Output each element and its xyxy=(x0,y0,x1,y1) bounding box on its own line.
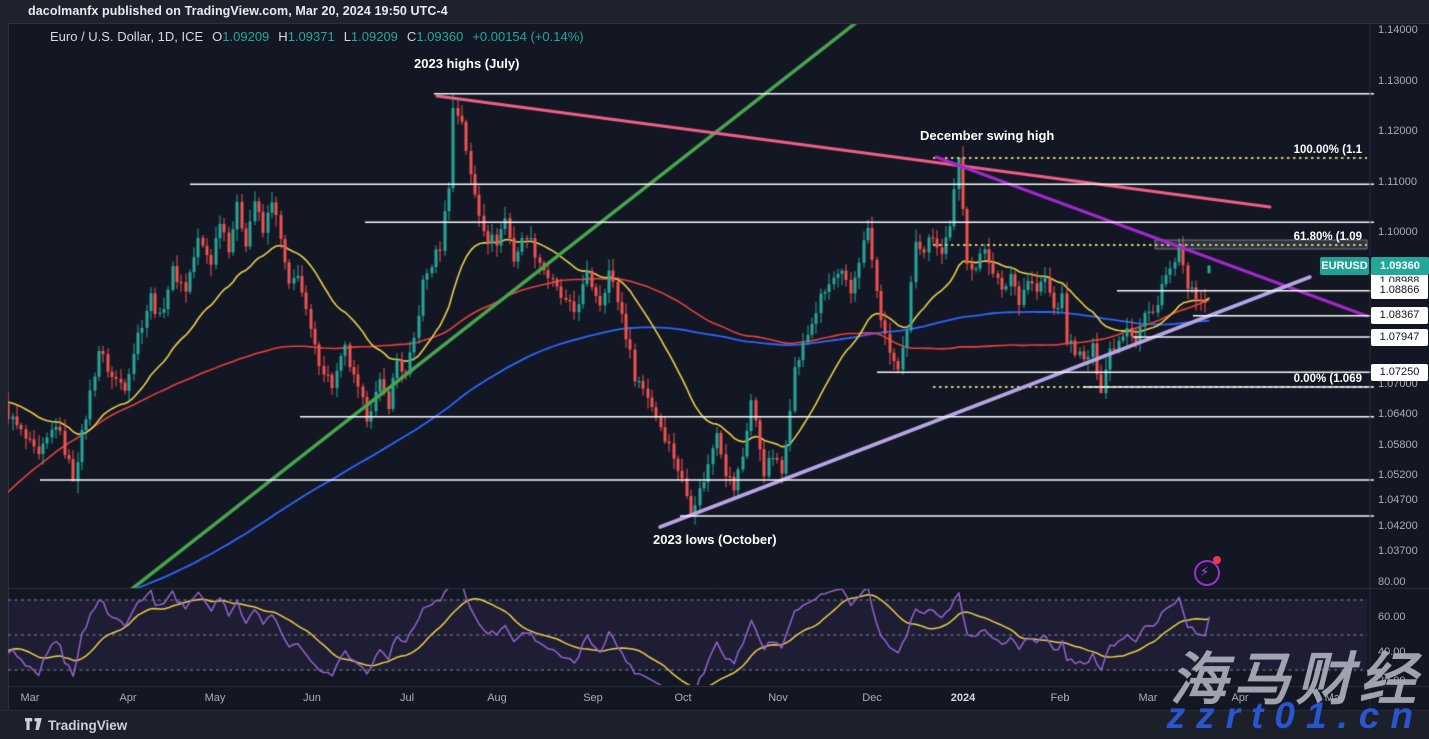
watermark-site-url: zzrt01.cn xyxy=(1166,695,1424,736)
price-axis-tick: 1.12000 xyxy=(1378,125,1418,138)
close-label: C xyxy=(406,29,417,44)
time-axis-tick: Sep xyxy=(583,692,603,704)
flash-badge-icon[interactable]: ⚡ xyxy=(1194,556,1221,586)
current-price-symbol-tag: EURUSD xyxy=(1320,256,1369,275)
price-axis-tick: 1.13000 xyxy=(1378,74,1418,87)
tradingview-logo[interactable]: TradingView xyxy=(25,718,127,733)
price-axis-tick: 1.06400 xyxy=(1378,408,1418,421)
price-axis-tick: 1.05200 xyxy=(1378,469,1418,482)
time-axis-tick: Apr xyxy=(1231,692,1249,704)
symbol-legend: Euro / U.S. Dollar, 1D, ICE O1.09209 H1.09… xyxy=(50,29,584,44)
time-axis-tick: Aug xyxy=(487,692,507,704)
footer-bar: TradingView xyxy=(0,710,1429,739)
time-axis-tick: May xyxy=(204,692,226,704)
time-axis-tick: Nov xyxy=(768,692,788,704)
price-axis-tick: 1.04700 xyxy=(1378,494,1418,507)
fib-level-label: 100.00% (1.1 xyxy=(1293,143,1362,156)
time-axis-tick: Mar xyxy=(20,692,40,704)
time-axis-tick: May xyxy=(1324,692,1346,704)
rsi-axis-tick: 60.00 xyxy=(1378,610,1406,623)
current-price-value-tag: 1.09360 xyxy=(1371,256,1429,275)
price-line-tag: 1.07250 xyxy=(1371,363,1428,381)
open-value: 1.09209 xyxy=(222,29,270,44)
time-axis-tick: Feb xyxy=(1050,692,1070,704)
high-label: H xyxy=(278,29,288,44)
time-axis-tick: Jun xyxy=(303,692,321,704)
price-axis-tick: 1.10000 xyxy=(1378,226,1418,239)
price-axis-tick: 1.04200 xyxy=(1378,519,1418,532)
watermark-brand-cn: 海马财经 xyxy=(1170,648,1422,712)
price-line-tag: 1.08367 xyxy=(1371,307,1428,325)
fib-level-label: 0.00% (1.069 xyxy=(1293,373,1362,385)
time-axis-tick: 2024 xyxy=(950,692,976,704)
time-axis-tick: Mar xyxy=(1138,692,1158,704)
fib-level-label: 61.80% (1.09 xyxy=(1293,230,1362,243)
price-axis-tick: 1.14000 xyxy=(1378,24,1418,36)
chart-annotation[interactable]: 2023 lows (October) xyxy=(653,532,777,547)
price-axis[interactable]: 1.14000 1.13000 1.12000 1.11000 1.10000 1.070… xyxy=(1370,23,1429,687)
price-line-tag: 1.08866 xyxy=(1371,282,1428,300)
price-axis-tick: 1.11000 xyxy=(1378,175,1417,188)
time-axis[interactable]: Mar Apr May Jun Jul Aug Sep Oct Nov Dec 2024 Feb Mar… xyxy=(0,686,1370,710)
time-axis-tick: Oct xyxy=(674,692,692,704)
notification-dot-icon xyxy=(1213,556,1221,564)
lightning-icon: ⚡ xyxy=(1200,564,1210,579)
close-value: 1.09360 xyxy=(416,29,464,44)
price-axis-tick: 1.07000 xyxy=(1378,377,1418,390)
price-axis-tick: 1.05800 xyxy=(1378,438,1418,451)
rsi-axis-tick: 80.00 xyxy=(1378,575,1406,588)
change-value: +0.00154 (+0.14%) xyxy=(472,29,584,44)
time-axis-tick: Jul xyxy=(399,692,415,704)
time-axis-tick: Dec xyxy=(862,692,882,704)
rsi-axis-tick: 40.00 xyxy=(1378,645,1406,658)
low-value: 1.09209 xyxy=(350,29,398,44)
time-axis-tick: Apr xyxy=(119,692,137,704)
chart-annotation[interactable]: December swing high xyxy=(920,128,1055,143)
price-line-tag: 1.07947 xyxy=(1371,328,1428,346)
low-label: L xyxy=(343,29,351,44)
open-label: O xyxy=(212,29,223,44)
high-value: 1.09371 xyxy=(287,29,335,44)
symbol-title[interactable]: Euro / U.S. Dollar, 1D, ICE xyxy=(50,29,204,44)
tradingview-logo-text: TradingView xyxy=(48,718,128,733)
tradingview-logo-icon xyxy=(25,718,42,730)
attribution-text: dacolmanfx published on TradingView.com,… xyxy=(28,4,448,18)
chart-annotation[interactable]: 2023 highs (July) xyxy=(414,56,520,71)
rsi-axis-tick: 20.00 xyxy=(1378,675,1406,687)
price-axis-tick: 1.03700 xyxy=(1378,544,1418,557)
